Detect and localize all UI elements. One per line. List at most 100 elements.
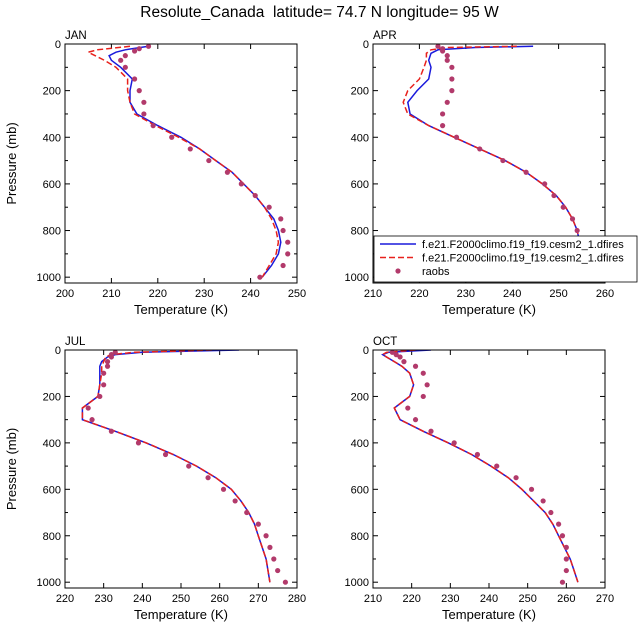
y-tick-label: 400 — [43, 438, 61, 450]
x-tick-label: 230 — [457, 288, 475, 300]
y-tick-label: 800 — [43, 226, 61, 238]
panel-oct: 210 220 230 240 250 260 270 0 200 400 600 800 1000 OC… — [345, 336, 615, 622]
raobs-point — [108, 428, 114, 434]
x-tick-label: 220 — [56, 593, 74, 605]
raobs-point — [132, 76, 138, 82]
raobs-point — [141, 111, 147, 117]
raobs-point — [263, 533, 269, 539]
y-tick-label: 800 — [43, 531, 61, 543]
x-tick-label: 250 — [518, 593, 536, 605]
raobs-point — [255, 521, 261, 527]
y-tick-label: 600 — [43, 179, 61, 191]
x-tick-label: 220 — [402, 593, 420, 605]
y-tick-label: 200 — [351, 391, 369, 403]
raobs-point — [285, 239, 291, 245]
raobs-point — [252, 192, 258, 199]
raobs-point — [412, 363, 419, 369]
model-line-dashed — [81, 350, 271, 583]
raobs-point — [232, 498, 238, 504]
raobs-point — [97, 393, 103, 400]
panels-group: 200 210 220 230 240 250 0 200 400 600 800 1000 JAN Te… — [4, 30, 614, 622]
raobs-point — [548, 509, 554, 516]
model-line-solid — [81, 350, 271, 583]
panel-title: OCT — [373, 336, 397, 348]
model-line-dashed — [381, 350, 579, 583]
x-tick-label: 260 — [596, 288, 614, 300]
x-tick-label: 230 — [195, 288, 213, 300]
raobs-point — [145, 44, 152, 49]
raobs-point — [135, 440, 142, 446]
x-tick-label: 230 — [441, 593, 459, 605]
y-tick-label: 200 — [43, 391, 61, 403]
raobs-point — [104, 359, 111, 365]
raobs-point — [280, 262, 286, 269]
raobs-point — [275, 567, 281, 574]
y-tick-label: 600 — [351, 179, 369, 191]
plot-area — [81, 350, 288, 585]
raobs-point — [266, 204, 272, 210]
raobs-point — [449, 88, 455, 94]
raobs-point — [551, 192, 557, 199]
y-tick-label: 1000 — [37, 272, 61, 284]
y-axis-label: Pressure (mb) — [4, 428, 19, 510]
panel-jul: 220 230 240 250 260 270 280 0 200 400 600 800 1000 JU… — [4, 336, 306, 622]
y-tick-label: 200 — [351, 86, 369, 98]
y-tick-label: 400 — [351, 438, 369, 450]
raobs-point — [389, 350, 395, 355]
raobs-point — [136, 46, 142, 52]
x-tick-label: 270 — [249, 593, 267, 605]
raobs-point — [206, 157, 212, 164]
raobs-point — [282, 579, 288, 585]
raobs-point — [477, 146, 483, 152]
raobs-point — [523, 169, 529, 175]
panel-title: APR — [373, 30, 397, 42]
raobs-point — [444, 53, 450, 59]
x-tick-label: 240 — [480, 593, 498, 605]
panel-frame — [372, 43, 606, 284]
raobs-point — [285, 251, 291, 257]
raobs-point — [440, 111, 446, 117]
x-axis-label: Temperature (K) — [134, 607, 228, 622]
model-line-solid — [381, 350, 579, 583]
raobs-point — [563, 567, 569, 574]
raobs-point — [500, 157, 506, 164]
raobs-point — [542, 181, 548, 187]
raobs-point — [278, 216, 284, 222]
y-tick-label: 800 — [351, 531, 369, 543]
raobs-point — [112, 350, 118, 355]
raobs-point — [444, 99, 450, 105]
panel-title: JUL — [65, 336, 86, 348]
raobs-point — [528, 486, 535, 492]
raobs-point — [559, 579, 566, 585]
raobs-point — [136, 88, 142, 94]
x-tick-label: 220 — [410, 288, 428, 300]
raobs-point — [513, 475, 519, 481]
x-tick-label: 270 — [596, 593, 614, 605]
raobs-point — [108, 354, 114, 360]
x-tick-label: 250 — [288, 288, 306, 300]
legend-label: f.e21.F2000climo.f19_f19.cesm2_1.dfires — [422, 239, 624, 251]
x-tick-label: 240 — [133, 593, 151, 605]
x-tick-label: 210 — [364, 593, 382, 605]
legend-box — [373, 235, 638, 283]
x-tick-label: 260 — [557, 593, 575, 605]
raobs-point — [267, 544, 273, 550]
raobs-point — [205, 475, 211, 481]
raobs-point — [132, 48, 138, 54]
x-tick-label: 210 — [102, 288, 120, 300]
raobs-point — [104, 363, 111, 369]
y-tick-label: 800 — [351, 226, 369, 238]
y-tick-label: 1000 — [345, 577, 369, 589]
raobs-point — [540, 498, 546, 504]
y-tick-label: 1000 — [345, 272, 369, 284]
raobs-point — [405, 405, 411, 411]
raobs-point — [453, 134, 460, 140]
raobs-point — [186, 463, 192, 469]
panel-frame — [64, 43, 298, 284]
y-tick-label: 0 — [55, 345, 61, 357]
x-tick-label: 240 — [241, 288, 259, 300]
panel-title: JAN — [65, 30, 87, 42]
x-axis-label: Temperature (K) — [442, 302, 536, 317]
raobs-point — [440, 48, 446, 54]
